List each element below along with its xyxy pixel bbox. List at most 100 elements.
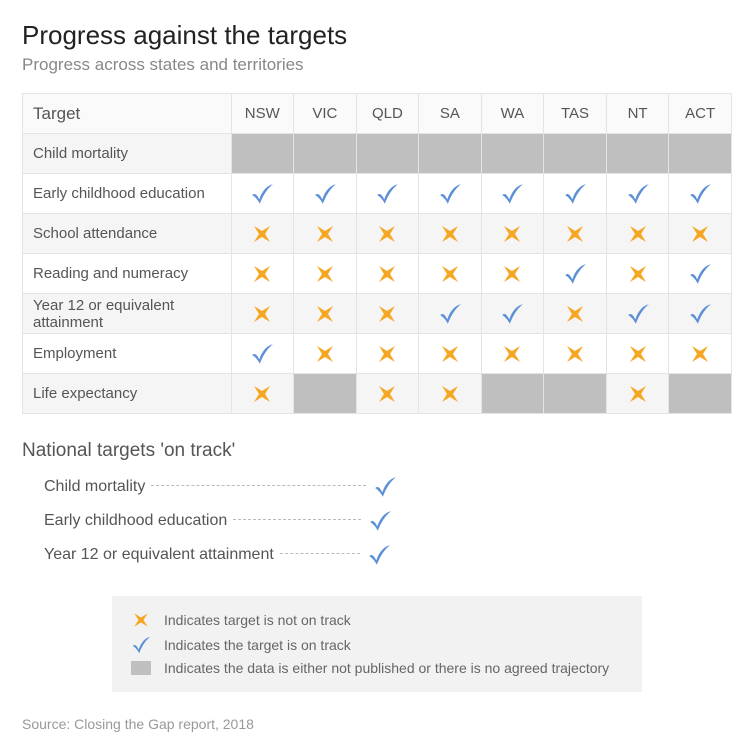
status-cell bbox=[356, 254, 419, 294]
col-header-target: Target bbox=[23, 94, 232, 134]
row-label: School attendance bbox=[23, 214, 232, 254]
status-cell bbox=[606, 134, 669, 174]
status-cell bbox=[419, 374, 482, 414]
status-cell bbox=[294, 334, 357, 374]
leader-dots bbox=[151, 485, 366, 486]
status-cell bbox=[544, 374, 607, 414]
page-subtitle: Progress across states and territories bbox=[22, 55, 732, 75]
table-row: Life expectancy bbox=[23, 374, 732, 414]
status-cell bbox=[356, 174, 419, 214]
status-cell bbox=[419, 134, 482, 174]
status-cell bbox=[606, 214, 669, 254]
national-item-label: Year 12 or equivalent attainment bbox=[22, 546, 274, 564]
status-cell bbox=[669, 214, 732, 254]
status-cell bbox=[606, 294, 669, 334]
status-cell bbox=[481, 174, 544, 214]
col-header-state: TAS bbox=[544, 94, 607, 134]
check-icon bbox=[128, 634, 154, 656]
status-cell bbox=[544, 334, 607, 374]
status-cell bbox=[294, 134, 357, 174]
national-section: National targets 'on track' Child mortal… bbox=[22, 440, 732, 570]
status-cell bbox=[669, 294, 732, 334]
status-cell bbox=[544, 214, 607, 254]
status-cell bbox=[231, 294, 294, 334]
status-cell bbox=[231, 374, 294, 414]
legend-row-na: Indicates the data is either not publish… bbox=[128, 660, 626, 676]
source-text: Source: Closing the Gap report, 2018 bbox=[22, 716, 732, 732]
status-cell bbox=[481, 254, 544, 294]
check-icon bbox=[366, 542, 392, 568]
leader-dots bbox=[280, 553, 360, 554]
table-row: Child mortality bbox=[23, 134, 732, 174]
row-label: Child mortality bbox=[23, 134, 232, 174]
status-cell bbox=[544, 254, 607, 294]
table-row: School attendance bbox=[23, 214, 732, 254]
status-cell bbox=[231, 214, 294, 254]
status-cell bbox=[231, 334, 294, 374]
col-header-state: NT bbox=[606, 94, 669, 134]
status-cell bbox=[481, 334, 544, 374]
status-cell bbox=[419, 214, 482, 254]
status-cell bbox=[606, 254, 669, 294]
status-cell bbox=[606, 374, 669, 414]
status-cell bbox=[294, 254, 357, 294]
row-label: Reading and numeracy bbox=[23, 254, 232, 294]
status-cell bbox=[231, 254, 294, 294]
page-title: Progress against the targets bbox=[22, 20, 732, 51]
status-cell bbox=[356, 214, 419, 254]
status-cell bbox=[544, 294, 607, 334]
status-cell bbox=[419, 174, 482, 214]
row-label: Year 12 or equivalent attainment bbox=[23, 294, 232, 334]
national-item: Early childhood education bbox=[22, 506, 732, 536]
status-cell bbox=[419, 334, 482, 374]
col-header-state: SA bbox=[419, 94, 482, 134]
legend-row-cross: Indicates target is not on track bbox=[128, 610, 626, 630]
na-swatch-icon bbox=[128, 661, 154, 675]
status-cell bbox=[231, 174, 294, 214]
row-label: Employment bbox=[23, 334, 232, 374]
table-row: Reading and numeracy bbox=[23, 254, 732, 294]
table-row: Year 12 or equivalent attainment bbox=[23, 294, 732, 334]
col-header-state: WA bbox=[481, 94, 544, 134]
status-cell bbox=[544, 174, 607, 214]
row-label: Life expectancy bbox=[23, 374, 232, 414]
legend-text-na: Indicates the data is either not publish… bbox=[164, 660, 609, 676]
table-row: Early childhood education bbox=[23, 174, 732, 214]
progress-table: TargetNSWVICQLDSAWATASNTACT Child mortal… bbox=[22, 93, 732, 414]
status-cell bbox=[419, 254, 482, 294]
status-cell bbox=[294, 374, 357, 414]
national-title: National targets 'on track' bbox=[22, 440, 732, 462]
legend: Indicates target is not on track Indicat… bbox=[112, 596, 642, 692]
col-header-state: NSW bbox=[231, 94, 294, 134]
status-cell bbox=[356, 374, 419, 414]
status-cell bbox=[294, 174, 357, 214]
national-item-label: Child mortality bbox=[22, 478, 145, 496]
status-cell bbox=[481, 134, 544, 174]
status-cell bbox=[481, 214, 544, 254]
col-header-state: ACT bbox=[669, 94, 732, 134]
status-cell bbox=[606, 174, 669, 214]
status-cell bbox=[669, 334, 732, 374]
status-cell bbox=[356, 334, 419, 374]
status-cell bbox=[419, 294, 482, 334]
status-cell bbox=[356, 294, 419, 334]
legend-text-check: Indicates the target is on track bbox=[164, 637, 351, 653]
national-item-label: Early childhood education bbox=[22, 512, 227, 530]
status-cell bbox=[231, 134, 294, 174]
status-cell bbox=[669, 254, 732, 294]
cross-icon bbox=[128, 610, 154, 630]
status-cell bbox=[481, 294, 544, 334]
check-icon bbox=[367, 508, 393, 534]
status-cell bbox=[669, 374, 732, 414]
status-cell bbox=[481, 374, 544, 414]
status-cell bbox=[356, 134, 419, 174]
status-cell bbox=[606, 334, 669, 374]
legend-text-cross: Indicates target is not on track bbox=[164, 612, 351, 628]
status-cell bbox=[669, 134, 732, 174]
check-icon bbox=[372, 474, 398, 500]
status-cell bbox=[294, 214, 357, 254]
leader-dots bbox=[233, 519, 361, 520]
status-cell bbox=[544, 134, 607, 174]
row-label: Early childhood education bbox=[23, 174, 232, 214]
national-item: Child mortality bbox=[22, 472, 732, 502]
